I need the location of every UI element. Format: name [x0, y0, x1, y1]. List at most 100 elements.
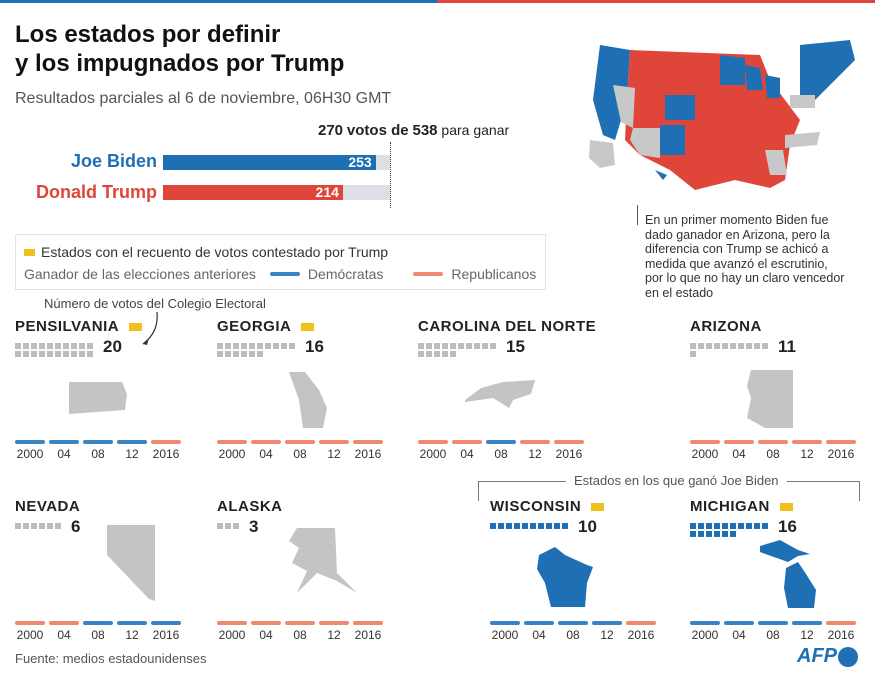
source: Fuente: medios estadounidenses: [15, 651, 207, 666]
year-label: 2016: [627, 628, 655, 642]
state-shape-georgia: [287, 370, 329, 435]
state-shape-arizona: [745, 368, 795, 435]
year-label: 2000: [218, 447, 246, 461]
year-label: 04: [732, 628, 746, 642]
history-bar-dem: [724, 621, 754, 625]
history-bar-dem: [592, 621, 622, 625]
history-bar-dem: [558, 621, 588, 625]
electoral-vote-square: [426, 343, 432, 349]
electoral-vote-square: [15, 351, 21, 357]
year-label: 08: [766, 447, 780, 461]
year-label: 04: [460, 447, 474, 461]
year-label: 08: [293, 447, 307, 461]
state-nevada: Nevada 6: [15, 498, 195, 543]
electoral-vote-square: [690, 351, 696, 357]
legend-contested: Estados con el recuento de votos contest…: [41, 244, 389, 260]
electoral-vote-square: [474, 343, 480, 349]
vote-count: 10: [578, 517, 597, 536]
electoral-vote-square: [63, 343, 69, 349]
electoral-vote-square: [722, 343, 728, 349]
electoral-vote-square: [47, 343, 53, 349]
contested-marker: [591, 502, 605, 511]
electoral-vote-square: [418, 343, 424, 349]
year-label: 08: [91, 447, 105, 461]
electoral-vote-square: [706, 523, 712, 529]
electoral-vote-square: [418, 351, 424, 357]
electoral-vote-square: [87, 343, 93, 349]
electoral-votes: 3: [217, 517, 397, 543]
year-label: 2000: [16, 447, 44, 461]
electoral-vote-square: [233, 523, 239, 529]
electoral-vote-square: [754, 343, 760, 349]
electoral-vote-square: [450, 351, 456, 357]
electoral-vote-square: [225, 351, 231, 357]
year-label: 2000: [691, 447, 719, 461]
electoral-votes: 6: [15, 517, 195, 543]
vote-count: 3: [249, 517, 259, 536]
note-arrow-icon: [142, 311, 158, 345]
vote-count: 16: [778, 517, 797, 536]
history-bar-rep: [285, 621, 315, 625]
map-wisconsin-blue: [745, 65, 763, 90]
electoral-vote-square: [23, 343, 29, 349]
year-label: 2000: [16, 628, 44, 642]
history-bar-rep: [251, 440, 281, 444]
electoral-votes: 15: [418, 337, 598, 363]
history-bar-dem: [151, 621, 181, 625]
electoral-vote-square: [71, 343, 77, 349]
annotation-leader: [637, 205, 638, 225]
map-newmexico-blue: [660, 125, 685, 155]
year-label: 12: [800, 628, 814, 642]
electoral-vote-square: [241, 343, 247, 349]
year-label: 2016: [152, 447, 180, 461]
history-bar-dem: [15, 440, 45, 444]
vote-squares: [15, 523, 93, 529]
state-michigan: Michigan 16: [690, 498, 870, 543]
history-bar-rep: [826, 621, 856, 625]
goal-label: 270 votos de 538 para ganar: [318, 122, 510, 139]
electoral-vote-square: [762, 343, 768, 349]
history-bars: [418, 440, 584, 444]
electoral-vote-square: [698, 343, 704, 349]
year-label: 12: [800, 447, 814, 461]
history-bar-dem: [490, 621, 520, 625]
electoral-vote-square: [458, 343, 464, 349]
electoral-vote-square: [31, 351, 37, 357]
history-bar-rep: [452, 440, 482, 444]
electoral-vote-square: [450, 343, 456, 349]
electoral-vote-square: [249, 343, 255, 349]
electoral-vote-square: [249, 351, 255, 357]
us-map: [589, 40, 855, 190]
history-bar-rep: [319, 440, 349, 444]
year-label: 2016: [354, 628, 382, 642]
history-bar-dem: [792, 621, 822, 625]
vote-squares: [15, 343, 93, 357]
electoral-vote-square: [714, 343, 720, 349]
vote-count: 20: [103, 337, 122, 356]
year-label: 2016: [152, 628, 180, 642]
year-label: 2000: [491, 628, 519, 642]
year-label: 2000: [691, 628, 719, 642]
history-bar-rep: [151, 440, 181, 444]
electoral-vote-square: [442, 351, 448, 357]
year-label: 2016: [827, 447, 855, 461]
contested-swatch: [24, 248, 35, 256]
vote-squares: [217, 343, 295, 357]
bar-track-biden: 253: [163, 155, 390, 170]
bar-trump: 214: [163, 185, 343, 200]
state-shape-carolina-del-norte: [463, 378, 538, 415]
state-name: Arizona: [690, 318, 762, 335]
electoral-vote-square: [442, 343, 448, 349]
electoral-votes: 16: [217, 337, 397, 363]
electoral-vote-square: [754, 523, 760, 529]
page-title: Los estados por definir y los impugnados…: [15, 20, 344, 78]
candidate-label-biden: Joe Biden: [70, 151, 157, 171]
arizona-annotation: En un primer momento Biden fue dado gana…: [645, 213, 845, 300]
electoral-vote-square: [482, 343, 488, 349]
history-bar-rep: [285, 440, 315, 444]
history-bar-rep: [554, 440, 584, 444]
history-bar-dem: [83, 440, 113, 444]
bar-track-trump: 214: [163, 185, 390, 200]
history-bars: [217, 440, 383, 444]
year-label: 04: [732, 447, 746, 461]
